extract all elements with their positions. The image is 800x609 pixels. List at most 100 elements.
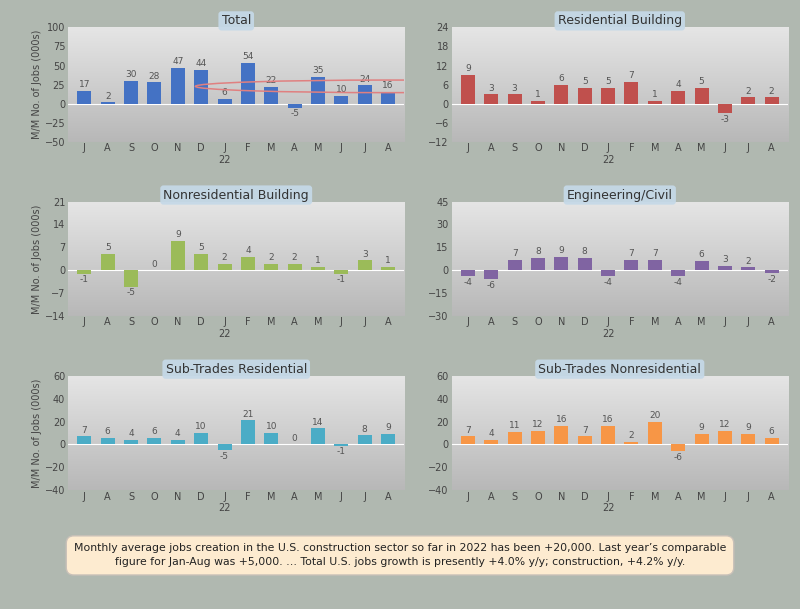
Text: 7: 7 (582, 426, 588, 435)
Bar (578, 258, 592, 270)
Bar (694, 261, 709, 270)
Bar (742, 267, 755, 270)
Y-axis label: M/M No. of Jobs (000s): M/M No. of Jobs (000s) (32, 378, 42, 488)
Bar (765, 97, 778, 104)
Text: 5: 5 (606, 77, 611, 86)
Bar (241, 420, 255, 445)
Text: 7: 7 (629, 71, 634, 80)
Text: 2: 2 (292, 253, 298, 262)
Text: 4: 4 (245, 247, 250, 255)
Bar (101, 437, 114, 445)
Bar (78, 270, 91, 273)
Bar (194, 70, 208, 104)
Text: -2: -2 (767, 275, 776, 284)
Bar (648, 421, 662, 445)
Text: 20: 20 (649, 411, 661, 420)
Bar (694, 88, 709, 104)
Bar (578, 437, 592, 445)
Text: 0: 0 (292, 434, 298, 443)
Bar (334, 445, 348, 446)
Bar (194, 254, 208, 270)
Bar (625, 442, 638, 445)
Text: 7: 7 (82, 426, 87, 435)
Text: 21: 21 (242, 410, 254, 418)
Text: -6: -6 (674, 453, 682, 462)
Bar (241, 63, 255, 104)
Text: 8: 8 (362, 424, 368, 434)
Text: 1: 1 (652, 90, 658, 99)
Bar (311, 428, 325, 445)
Bar (381, 267, 395, 270)
Text: 16: 16 (382, 81, 394, 90)
Bar (601, 426, 615, 445)
Text: -3: -3 (721, 115, 730, 124)
Text: -5: -5 (126, 289, 135, 297)
Bar (461, 75, 475, 104)
Bar (311, 267, 325, 270)
Text: 54: 54 (242, 52, 254, 61)
Text: 2: 2 (769, 86, 774, 96)
Bar (601, 270, 615, 276)
Text: 6: 6 (769, 427, 774, 436)
Text: 6: 6 (698, 250, 705, 259)
Text: 10: 10 (266, 422, 277, 431)
Bar (554, 426, 568, 445)
Text: 1: 1 (535, 90, 541, 99)
Bar (508, 94, 522, 104)
Bar (241, 257, 255, 270)
Bar (334, 96, 348, 104)
Bar (264, 87, 278, 104)
Text: 35: 35 (312, 66, 324, 76)
Bar (648, 100, 662, 104)
Text: 5: 5 (582, 77, 588, 86)
Bar (124, 270, 138, 287)
Text: 7: 7 (629, 249, 634, 258)
Text: 3: 3 (362, 250, 368, 259)
Text: -4: -4 (604, 278, 613, 287)
Bar (171, 440, 185, 445)
Bar (381, 91, 395, 104)
Text: Monthly average jobs creation in the U.S. construction sector so far in 2022 has: Monthly average jobs creation in the U.S… (74, 543, 726, 568)
Bar (718, 431, 732, 445)
Y-axis label: M/M No. of Jobs (000s): M/M No. of Jobs (000s) (32, 30, 42, 139)
Text: 12: 12 (719, 420, 730, 429)
Text: Nonresidential Building: Nonresidential Building (163, 189, 309, 202)
Text: 10: 10 (195, 422, 207, 431)
Text: 4: 4 (675, 80, 681, 90)
Text: Sub-Trades Residential: Sub-Trades Residential (166, 363, 307, 376)
Bar (147, 82, 162, 104)
Text: 14: 14 (312, 418, 324, 427)
Text: Sub-Trades Nonresidential: Sub-Trades Nonresidential (538, 363, 702, 376)
Bar (718, 266, 732, 270)
Bar (218, 445, 231, 450)
Bar (578, 88, 592, 104)
Text: 5: 5 (198, 243, 204, 252)
Text: 24: 24 (359, 75, 370, 83)
Bar (742, 434, 755, 445)
Bar (218, 264, 231, 270)
Bar (101, 254, 114, 270)
Bar (171, 241, 185, 270)
Bar (78, 91, 91, 104)
Bar (124, 81, 138, 104)
Text: -4: -4 (674, 278, 682, 287)
Bar (671, 91, 685, 104)
Bar (508, 259, 522, 270)
Text: 9: 9 (698, 423, 705, 432)
Bar (625, 259, 638, 270)
Text: 0: 0 (151, 259, 158, 269)
Y-axis label: M/M No. of Jobs (000s): M/M No. of Jobs (000s) (32, 204, 42, 314)
Bar (358, 435, 372, 445)
Bar (718, 104, 732, 113)
Text: 1: 1 (386, 256, 391, 266)
Text: Engineering/Civil: Engineering/Civil (566, 189, 673, 202)
Bar (461, 437, 475, 445)
Text: 16: 16 (556, 415, 567, 424)
Text: 2: 2 (222, 253, 227, 262)
Text: 6: 6 (558, 74, 564, 83)
Text: 12: 12 (532, 420, 544, 429)
Bar (78, 437, 91, 445)
Text: -1: -1 (337, 447, 346, 456)
Bar (358, 261, 372, 270)
Text: 10: 10 (336, 85, 347, 94)
